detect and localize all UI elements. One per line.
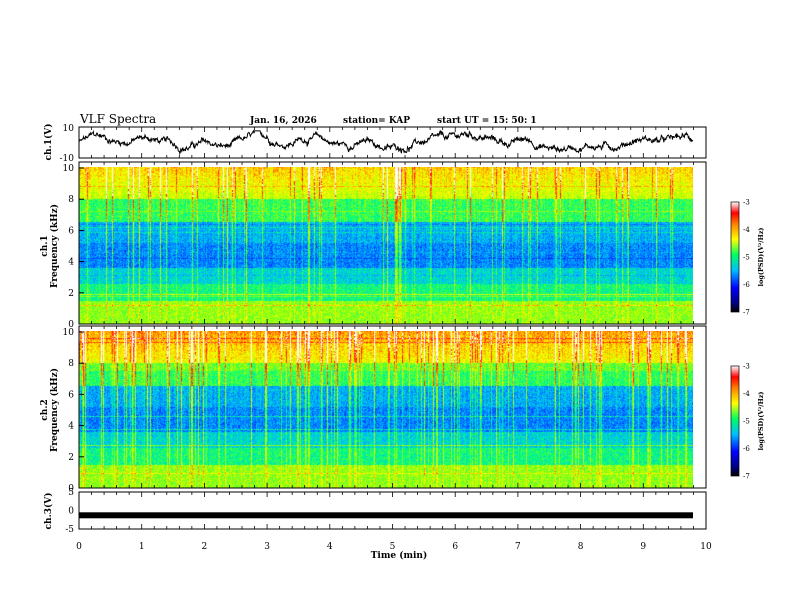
ch1-spec-ytick-2: 2 [68, 289, 74, 299]
time-tick-label-10: 10 [700, 542, 712, 552]
ch3-ytick-5: 5 [68, 488, 74, 498]
date-label: Jan. 16, 2026 [249, 116, 317, 126]
ch3-waveform-panel: 5 0 -5 ch.3(V) [43, 488, 707, 535]
ch1-spectrogram-panel: 0 2 4 6 8 10 ch.1 Frequency (kHz) [40, 161, 707, 330]
ch2-colorbar-gradient [731, 366, 739, 476]
time-tick-label-6: 6 [452, 542, 458, 552]
ch3-waveform-frame [78, 491, 707, 530]
ch1-spec-ytick-6: 6 [68, 226, 74, 236]
ch2-colorbar-tick--3: -3 [743, 363, 750, 371]
ch1-colorbar-tick--7: -7 [743, 309, 750, 317]
ch3-ytick--5: -5 [65, 525, 74, 535]
ch2-spec-ytick-2: 2 [68, 453, 74, 463]
ch2-frequency-label: Frequency (kHz) [49, 368, 60, 452]
ch2-colorbar: -3 -4 -5 -6 -7 log(PSD)(V²/Hz) [730, 363, 765, 481]
ch1-colorbar: -3 -4 -5 -6 -7 log(PSD)(V²/Hz) [730, 199, 765, 317]
time-axis-label: Time (min) [371, 550, 428, 561]
time-tick-label-9: 9 [640, 542, 646, 552]
ch2-colorbar-tick--4: -4 [743, 390, 750, 398]
ch2-spectrogram-panel: 0 2 4 6 8 10 ch.2 Frequency (kHz) [40, 325, 707, 494]
figure-title: VLF Spectra [79, 112, 156, 126]
ch1-spec-ytick-8: 8 [68, 195, 74, 205]
ch3-waveform-trace [79, 512, 693, 519]
ch1-colorbar-gradient [731, 202, 739, 312]
ch1-ytick-bottom: -10 [60, 154, 75, 164]
ch1-colorbar-tick--3: -3 [743, 199, 750, 207]
ch1-spectrogram-ylabel: ch.1 [40, 235, 50, 256]
time-tick-label-1: 1 [139, 542, 145, 552]
ch2-spectrogram-ylabel: ch.2 [40, 399, 50, 420]
ch2-colorbar-tick--5: -5 [743, 418, 750, 426]
ch2-colorbar-tick--6: -6 [743, 445, 750, 453]
ch2-colorbar-label: log(PSD)(V²/Hz) [757, 392, 765, 451]
ch1-waveform-ylabel: ch.1(V) [43, 124, 54, 161]
time-tick-label-2: 2 [202, 542, 208, 552]
ch1-colorbar-label: log(PSD)(V²/Hz) [757, 228, 765, 287]
time-tick-label-4: 4 [327, 542, 333, 552]
ch3-ytick-0: 0 [68, 507, 74, 517]
ch2-spec-ytick-8: 8 [68, 359, 74, 369]
ch3-waveform-ylabel: ch.3(V) [43, 493, 54, 530]
ch2-spec-ytick-6: 6 [68, 390, 74, 400]
ch1-colorbar-tick--4: -4 [743, 226, 750, 234]
ch1-waveform-panel: 10 -10 ch.1(V) [43, 124, 707, 164]
ch1-colorbar-tick--6: -6 [743, 281, 750, 289]
ch1-spec-ytick-4: 4 [68, 258, 74, 268]
ch1-colorbar-tick--5: -5 [743, 254, 750, 262]
ch2-colorbar-tick--7: -7 [743, 473, 750, 481]
time-tick-label-0: 0 [76, 542, 82, 552]
ch2-spectrogram-image [79, 331, 693, 488]
ch2-colorbar-frame [730, 365, 740, 477]
time-axis: 0 1 2 3 4 5 6 7 8 9 10 [76, 127, 712, 552]
ch1-spec-ytick-0: 0 [68, 320, 74, 330]
ch1-ytick-top: 10 [63, 124, 75, 134]
ch1-frequency-label: Frequency (kHz) [49, 204, 60, 288]
time-tick-label-7: 7 [515, 542, 521, 552]
ch1-spec-ytick-10: 10 [63, 164, 75, 174]
ch2-spec-ytick-0: 0 [68, 484, 74, 494]
time-tick-label-3: 3 [264, 542, 270, 552]
ch1-spectrogram-image [79, 167, 693, 324]
ch2-spec-ytick-10: 10 [63, 328, 75, 338]
time-tick-label-5: 5 [390, 542, 396, 552]
station-label: station= KAP [343, 116, 410, 126]
ch1-colorbar-frame [730, 201, 740, 313]
ch1-waveform-trace [78, 129, 694, 156]
start-time-label: start UT = 15: 50: 1 [437, 116, 537, 126]
time-tick-label-8: 8 [578, 542, 584, 552]
ch2-spec-ytick-4: 4 [68, 422, 74, 432]
